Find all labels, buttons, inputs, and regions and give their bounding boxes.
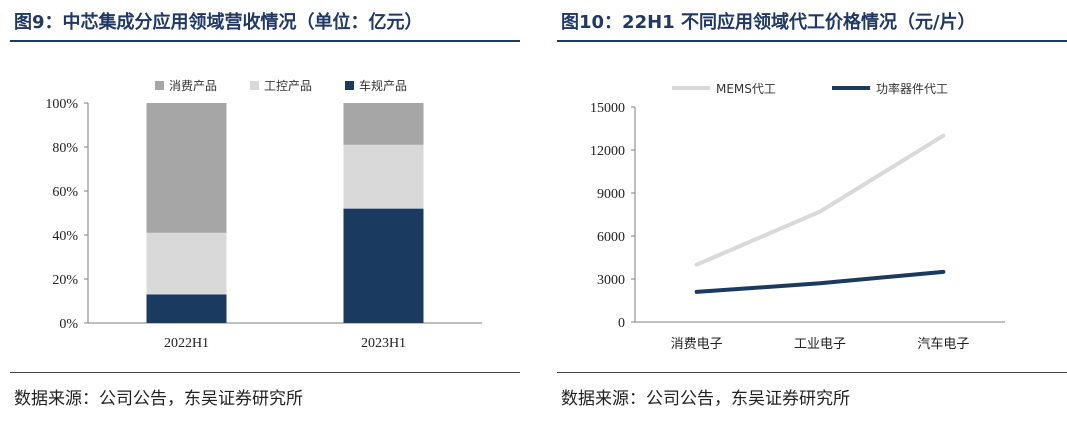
- source-divider: [10, 372, 520, 373]
- bar-segment: [146, 232, 227, 295]
- x-tick-label: 消费电子: [671, 336, 723, 351]
- stacked-bar-chart: 0% 20% 40% 60% 80% 100% 2022H1 2023H1 消费产品 工控产品 车规…: [45, 78, 482, 351]
- source-divider: [557, 372, 1067, 373]
- x-tick-label: 工业电子: [794, 336, 846, 351]
- y-tick-label: 9000: [597, 187, 625, 202]
- bar-segment: [146, 103, 227, 233]
- legend-label: 车规产品: [359, 78, 407, 93]
- y-tick-label: 12000: [590, 144, 625, 159]
- y-tick-label: 80%: [52, 141, 78, 156]
- x-tick-label: 2022H1: [164, 336, 209, 351]
- panel-revenue-by-application: 图9：中芯集成分应用领域营收情况（单位：亿元） 0% 20% 40% 60% 80% 10…: [0, 0, 520, 425]
- panel-foundry-price: 图10：22H1 不同应用领域代工价格情况（元/片） 0 3000 6000 9000…: [547, 0, 1067, 425]
- bar-segment: [343, 103, 424, 145]
- line-chart: 0 3000 6000 9000 12000 15000 消费电子 工业电子 汽车电子 MEMS代…: [590, 81, 1005, 351]
- y-tick-label: 0%: [59, 317, 78, 332]
- bar-segment: [146, 294, 227, 323]
- bar-segment: [343, 208, 424, 323]
- y-tick-label: 3000: [597, 273, 625, 288]
- legend-label: 工控产品: [264, 79, 312, 93]
- legend-swatch: [345, 81, 354, 90]
- title-divider: [10, 40, 520, 42]
- x-tick-label: 2023H1: [361, 336, 406, 351]
- data-source: 数据来源：公司公告，东吴证券研究所: [14, 389, 303, 409]
- y-tick-label: 60%: [52, 185, 78, 200]
- x-tick-label: 汽车电子: [917, 336, 969, 351]
- series-line: [694, 269, 946, 294]
- legend-swatch: [155, 81, 164, 90]
- chart-title: 图10：22H1 不同应用领域代工价格情况（元/片）: [561, 12, 976, 33]
- series-line: [694, 133, 946, 267]
- legend-label: MEMS代工: [716, 82, 776, 96]
- y-tick-label: 0: [618, 316, 625, 331]
- title-divider: [557, 40, 1067, 42]
- y-tick-label: 20%: [52, 273, 78, 288]
- legend-swatch: [250, 81, 259, 90]
- legend-label: 功率器件代工: [876, 81, 948, 96]
- legend-label: 消费产品: [169, 79, 217, 93]
- y-tick-label: 15000: [590, 101, 625, 116]
- y-tick-label: 100%: [45, 97, 78, 112]
- y-tick-label: 40%: [52, 229, 78, 244]
- chart-title: 图9：中芯集成分应用领域营收情况（单位：亿元）: [14, 12, 423, 33]
- data-source: 数据来源：公司公告，东吴证券研究所: [561, 389, 850, 409]
- bar-segment: [343, 144, 424, 209]
- y-tick-label: 6000: [597, 230, 625, 245]
